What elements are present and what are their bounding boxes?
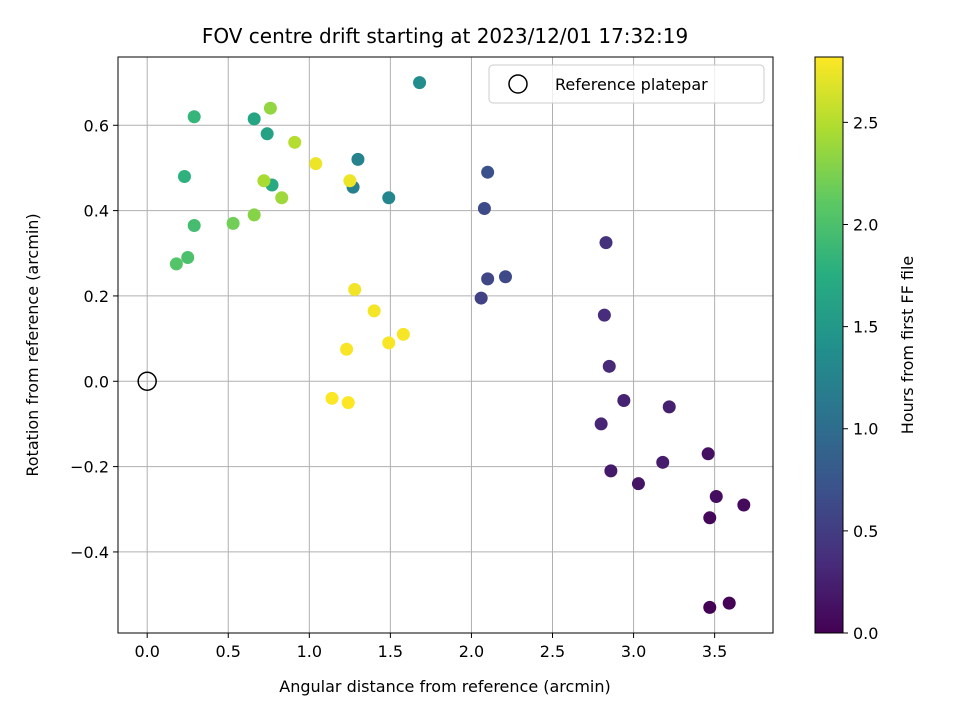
colorbar-tick-label: 1.5: [853, 318, 878, 337]
colorbar-ticks: 0.0 0.5 1.0 1.5 2.0 2.5: [843, 113, 878, 643]
data-point: [722, 596, 736, 610]
x-tick-label: 2.0: [459, 642, 484, 661]
data-point: [604, 464, 618, 478]
data-point: [343, 174, 357, 188]
data-point: [257, 174, 271, 188]
legend: Reference platepar: [488, 64, 765, 104]
y-tick-label: −0.4: [70, 543, 109, 562]
data-point: [662, 400, 676, 414]
data-point: [396, 327, 410, 341]
data-point: [382, 336, 396, 350]
colorbar-tick-label: 2.0: [853, 215, 878, 234]
data-point: [656, 455, 670, 469]
legend-label: Reference platepar: [555, 75, 708, 94]
chart-title: FOV centre drift starting at 2023/12/01 …: [202, 24, 688, 48]
data-point: [351, 152, 365, 166]
data-point: [498, 270, 512, 284]
x-tick-label: 2.5: [540, 642, 565, 661]
data-point: [477, 201, 491, 215]
data-point: [703, 511, 717, 525]
data-point: [631, 477, 645, 491]
data-point: [382, 191, 396, 205]
x-tick-label: 1.5: [378, 642, 403, 661]
colorbar: [814, 56, 844, 634]
colorbar-tick-label: 2.5: [853, 113, 878, 132]
legend-marker-open-circle: [508, 74, 528, 94]
data-point: [275, 191, 289, 205]
data-point: [288, 135, 302, 149]
grid: [118, 57, 773, 633]
y-tick-label: 0.0: [84, 372, 109, 391]
colorbar-tick-label: 0.5: [853, 522, 878, 541]
y-tick-label: −0.2: [70, 458, 109, 477]
x-tick-label: 3.5: [702, 642, 727, 661]
data-point: [367, 304, 381, 318]
data-point: [701, 447, 715, 461]
y-tick-label: 0.4: [84, 202, 109, 221]
data-point: [226, 216, 240, 230]
y-axis-ticks: −0.4 −0.2 0.0 0.2 0.4 0.6: [70, 116, 118, 562]
data-point: [181, 251, 195, 265]
data-point: [341, 396, 355, 410]
data-point: [474, 291, 488, 305]
data-point: [247, 112, 261, 126]
data-point: [187, 219, 201, 233]
data-point: [594, 417, 608, 431]
data-point: [169, 257, 183, 271]
reference-point: [137, 371, 157, 392]
data-point: [348, 283, 362, 297]
colorbar-tick-label: 0.0: [853, 624, 878, 643]
y-tick-label: 0.6: [84, 116, 109, 135]
data-point: [309, 157, 323, 171]
x-tick-label: 3.0: [621, 642, 646, 661]
y-axis-label: Rotation from reference (arcmin): [23, 213, 42, 476]
x-tick-label: 0.5: [216, 642, 241, 661]
data-point: [602, 359, 616, 373]
x-tick-label: 0.0: [134, 642, 159, 661]
data-point: [260, 127, 274, 141]
x-axis-ticks: 0.0 0.5 1.0 1.5 2.0 2.5 3.0 3.5: [134, 633, 727, 661]
data-point: [481, 165, 495, 179]
data-point: [340, 342, 354, 356]
x-tick-label: 1.0: [297, 642, 322, 661]
data-point: [703, 600, 717, 614]
data-point: [413, 76, 427, 90]
data-points: [169, 76, 751, 614]
data-point: [177, 169, 191, 183]
data-point: [481, 272, 495, 286]
data-point: [599, 236, 613, 250]
legend-box: [488, 64, 765, 104]
data-point: [597, 308, 611, 322]
data-point: [247, 208, 261, 222]
y-tick-label: 0.2: [84, 287, 109, 306]
data-point: [617, 393, 631, 407]
data-point: [187, 110, 201, 124]
data-point: [709, 489, 723, 503]
data-point: [737, 498, 751, 512]
x-axis-label: Angular distance from reference (arcmin): [279, 677, 610, 696]
colorbar-label: Hours from first FF file: [898, 256, 917, 435]
data-point: [325, 391, 339, 405]
data-point: [263, 101, 277, 115]
plot-area: [117, 56, 774, 634]
colorbar-tick-label: 1.0: [853, 420, 878, 439]
